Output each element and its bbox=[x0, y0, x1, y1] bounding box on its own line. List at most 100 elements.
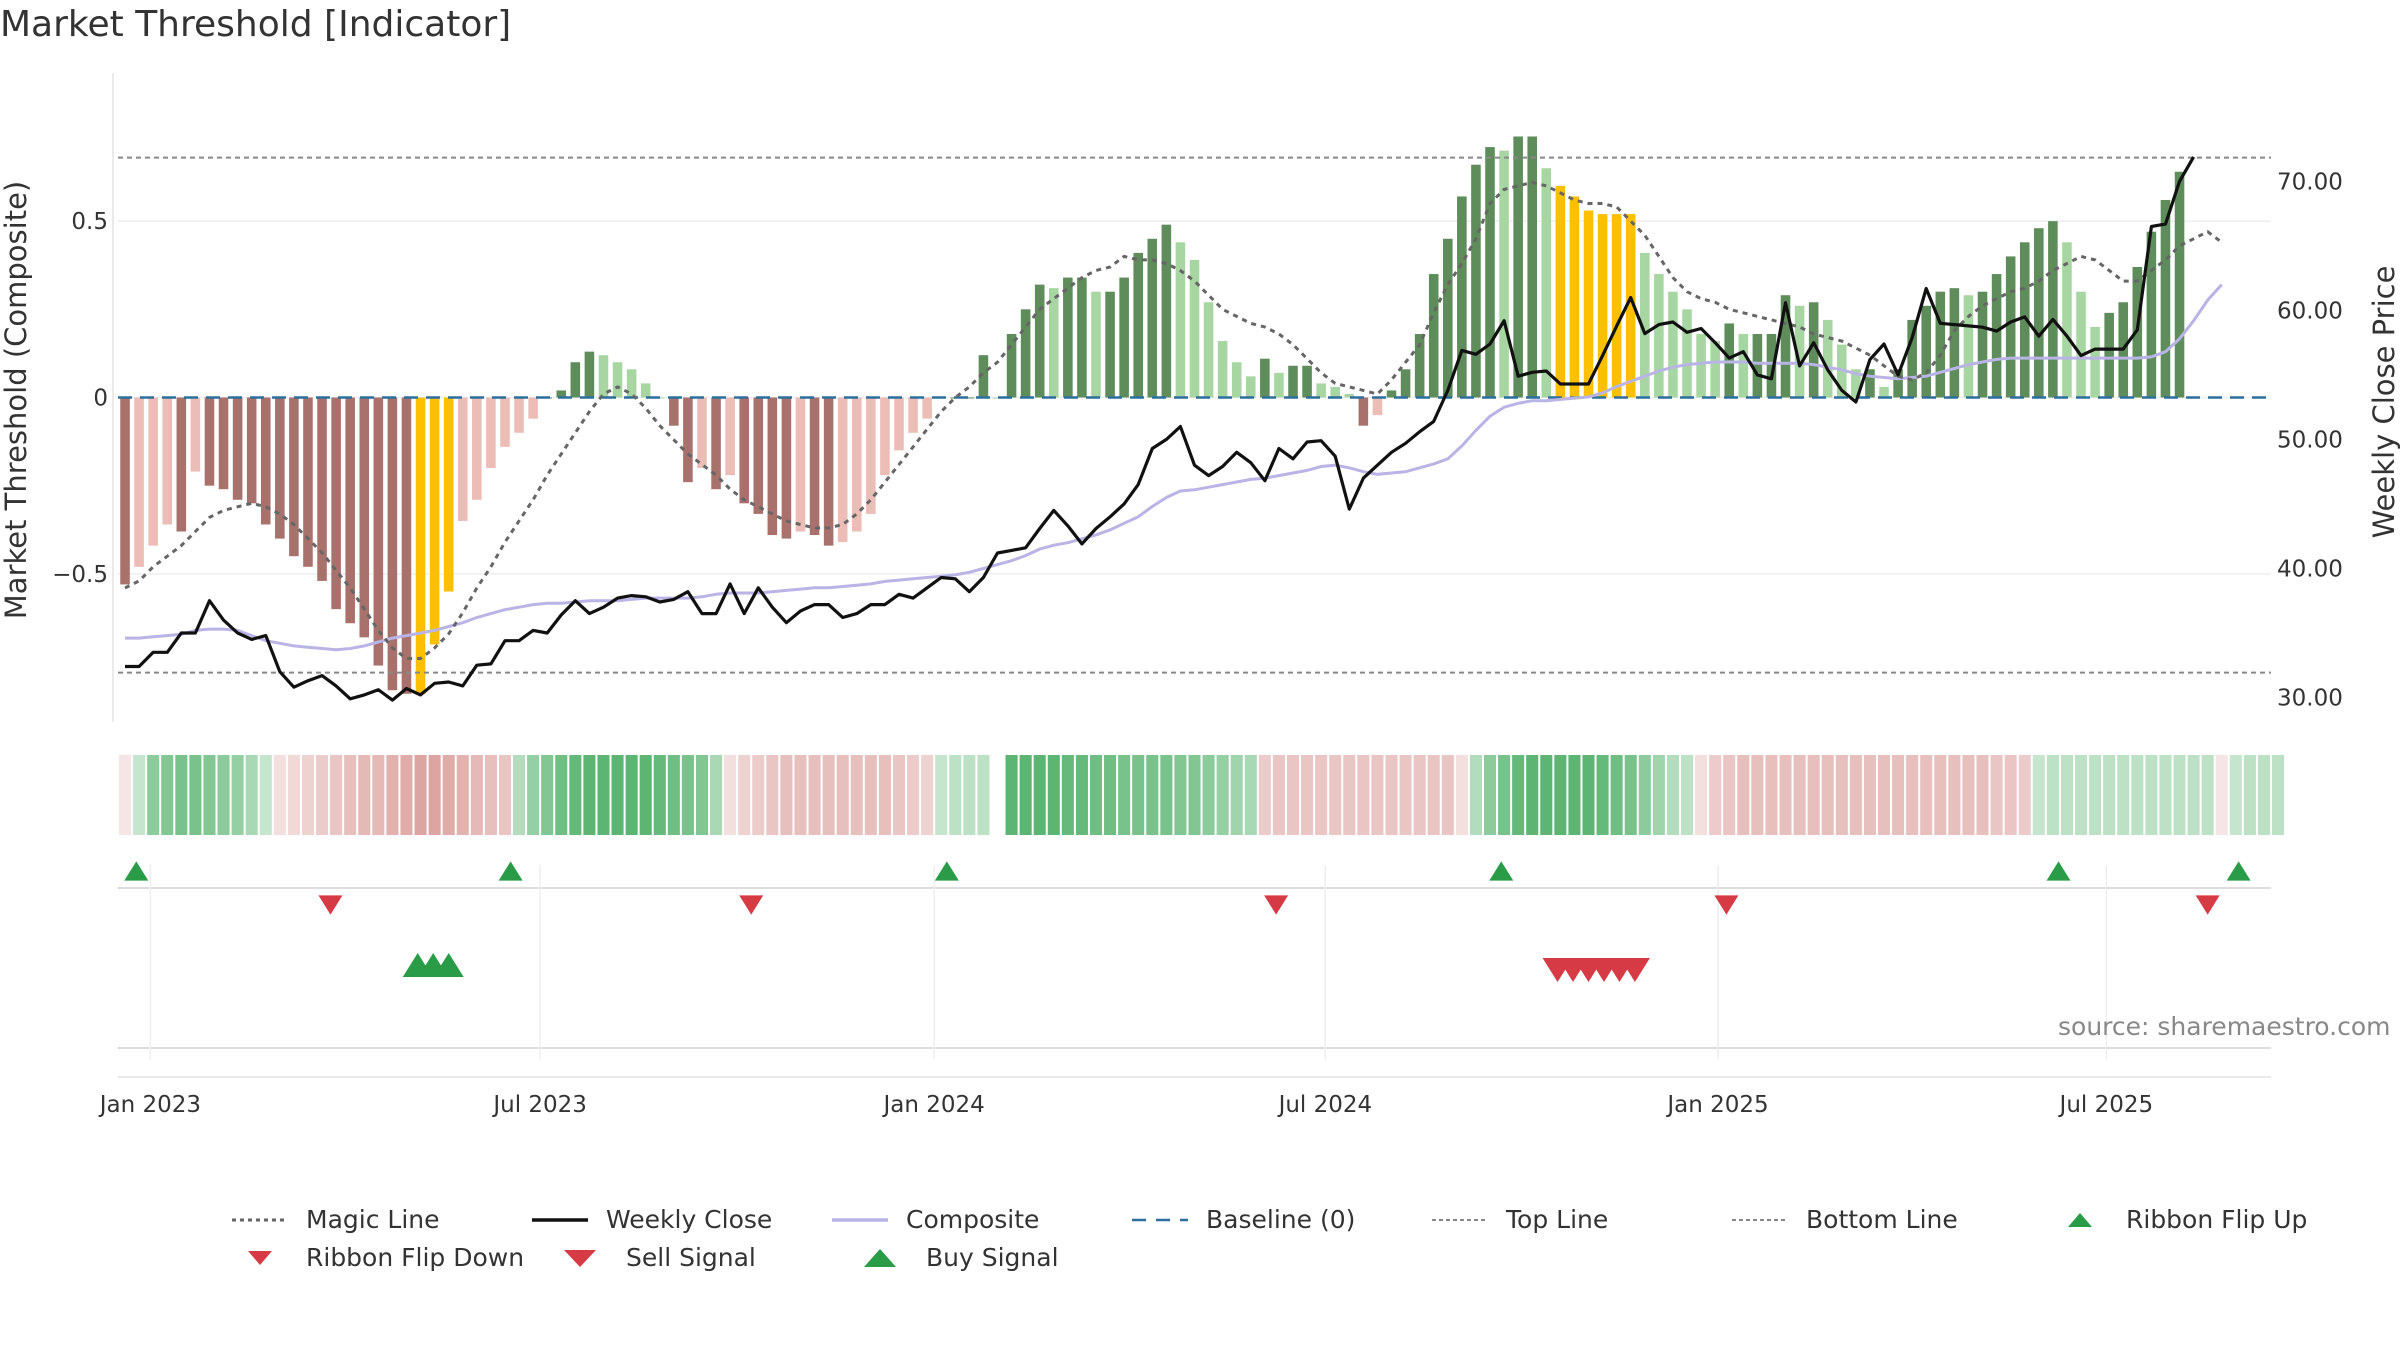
composite-bar bbox=[1077, 277, 1087, 398]
composite-bar bbox=[162, 397, 173, 525]
composite-bar bbox=[1893, 369, 1903, 398]
x-tick-label: Jan 2025 bbox=[1665, 1092, 1768, 1118]
composite-bar bbox=[1780, 295, 1791, 398]
composite-bar bbox=[1063, 277, 1073, 398]
composite-bar bbox=[1766, 334, 1777, 398]
ribbon-cell bbox=[1089, 755, 1103, 835]
composite-bar bbox=[626, 369, 637, 398]
composite-bar bbox=[2048, 221, 2058, 398]
composite-bar bbox=[1386, 390, 1397, 398]
ribbon-cell bbox=[2131, 755, 2144, 835]
ribbon-cell bbox=[1019, 755, 1032, 835]
ribbon-cell bbox=[611, 755, 624, 835]
composite-bar bbox=[2160, 199, 2171, 398]
composite-bar bbox=[275, 397, 285, 539]
composite-bar bbox=[1640, 252, 1650, 398]
ribbon-cell bbox=[639, 755, 652, 835]
composite-bar bbox=[1105, 291, 1115, 398]
ribbon-cell bbox=[1863, 755, 1876, 835]
y-right-tick-label: 60.00 bbox=[2277, 298, 2343, 324]
ribbon-cell bbox=[1427, 755, 1440, 835]
ribbon-cell bbox=[498, 755, 512, 835]
composite-bar bbox=[1330, 386, 1341, 398]
legend-label: Weekly Close bbox=[606, 1205, 773, 1234]
ribbon-cell bbox=[330, 755, 343, 835]
ribbon-cell bbox=[1990, 755, 2003, 835]
legend-item-sell: Sell Signal bbox=[550, 1243, 756, 1272]
ribbon-cell bbox=[1723, 755, 1736, 835]
y-right-tick-label: 50.00 bbox=[2277, 427, 2343, 453]
ribbon-cell bbox=[1483, 755, 1497, 835]
ribbon-cell bbox=[808, 755, 821, 835]
composite-bar bbox=[1471, 164, 1481, 398]
ribbon-flip-down-marker bbox=[739, 895, 764, 915]
ribbon-cell bbox=[752, 755, 765, 835]
legend-label: Ribbon Flip Up bbox=[2126, 1205, 2308, 1234]
composite-bar bbox=[415, 397, 426, 694]
y-left-axis-title: Market Threshold (Composite) bbox=[0, 181, 33, 619]
magic-line bbox=[124, 180, 2223, 660]
composite-bar bbox=[711, 397, 721, 490]
ribbon-cell bbox=[301, 755, 315, 835]
composite-bar bbox=[823, 397, 834, 546]
ribbon-cell bbox=[921, 755, 934, 835]
ribbon-cell bbox=[2060, 755, 2073, 835]
ribbon-cell bbox=[1005, 755, 1018, 835]
ribbon-cell bbox=[386, 755, 399, 835]
ribbon-cell bbox=[2117, 755, 2130, 835]
ribbon-flip-up-marker bbox=[2046, 861, 2071, 881]
composite-bar bbox=[204, 397, 215, 486]
legend-swatch-baseline bbox=[1132, 1218, 1188, 1221]
ribbon-cell bbox=[1244, 755, 1257, 835]
composite-bar bbox=[176, 397, 187, 532]
legend-item-baseline: Baseline (0) bbox=[1130, 1205, 1355, 1234]
legend-label: Bottom Line bbox=[1806, 1205, 1958, 1234]
legend-swatch-top bbox=[1432, 1218, 1488, 1221]
composite-bar bbox=[1443, 238, 1453, 398]
composite-bar bbox=[1583, 210, 1594, 398]
composite-bar bbox=[1288, 365, 1298, 398]
ribbon-cell bbox=[414, 755, 427, 835]
composite-bar bbox=[1794, 305, 1805, 398]
y-left-tick-label: 0.5 bbox=[71, 209, 108, 235]
legend-swatch-flipup bbox=[2068, 1212, 2092, 1227]
ribbon-cell bbox=[1512, 755, 1525, 835]
ribbon-cell bbox=[1258, 755, 1271, 835]
composite-bar bbox=[1879, 386, 1889, 398]
composite-bar bbox=[1161, 224, 1172, 398]
composite-bar bbox=[1668, 291, 1678, 398]
ribbon-cell bbox=[822, 755, 835, 835]
ribbon-cell bbox=[977, 755, 990, 835]
ribbon-cell bbox=[780, 755, 793, 835]
ribbon-cell bbox=[1343, 755, 1356, 835]
ribbon-cell bbox=[259, 755, 272, 835]
ribbon-cell bbox=[1568, 755, 1581, 835]
ribbon-cell bbox=[1385, 755, 1398, 835]
composite-bar bbox=[500, 397, 510, 447]
composite-bar bbox=[978, 355, 989, 398]
ribbon-cell bbox=[1498, 755, 1511, 835]
ribbon-flip-up-marker bbox=[1489, 861, 1514, 881]
composite-bar bbox=[1569, 196, 1580, 398]
composite-bar bbox=[683, 397, 693, 483]
composite-bar bbox=[345, 397, 355, 624]
ribbon-cell bbox=[2046, 755, 2059, 835]
composite-bar bbox=[429, 397, 440, 645]
ribbon-cell bbox=[1976, 755, 1989, 835]
ribbon-cell bbox=[625, 755, 638, 835]
legend-item-buy: Buy Signal bbox=[850, 1243, 1059, 1272]
ribbon-cell bbox=[189, 755, 202, 835]
ribbon-cell bbox=[1329, 755, 1342, 835]
legend-label: Composite bbox=[906, 1205, 1040, 1234]
x-tick-label: Jul 2025 bbox=[2058, 1092, 2154, 1118]
composite-bar bbox=[2104, 312, 2114, 398]
ribbon-cell bbox=[1286, 755, 1300, 835]
legend-item-bottom: Bottom Line bbox=[1730, 1205, 1958, 1234]
composite-bar bbox=[2019, 242, 2030, 398]
ribbon-cell bbox=[1962, 755, 1975, 835]
ribbon-cell bbox=[1737, 755, 1750, 835]
composite-bar bbox=[2034, 228, 2044, 398]
composite-bar bbox=[1457, 196, 1467, 398]
composite-bar bbox=[1977, 291, 1988, 398]
composite-bar bbox=[303, 397, 313, 567]
